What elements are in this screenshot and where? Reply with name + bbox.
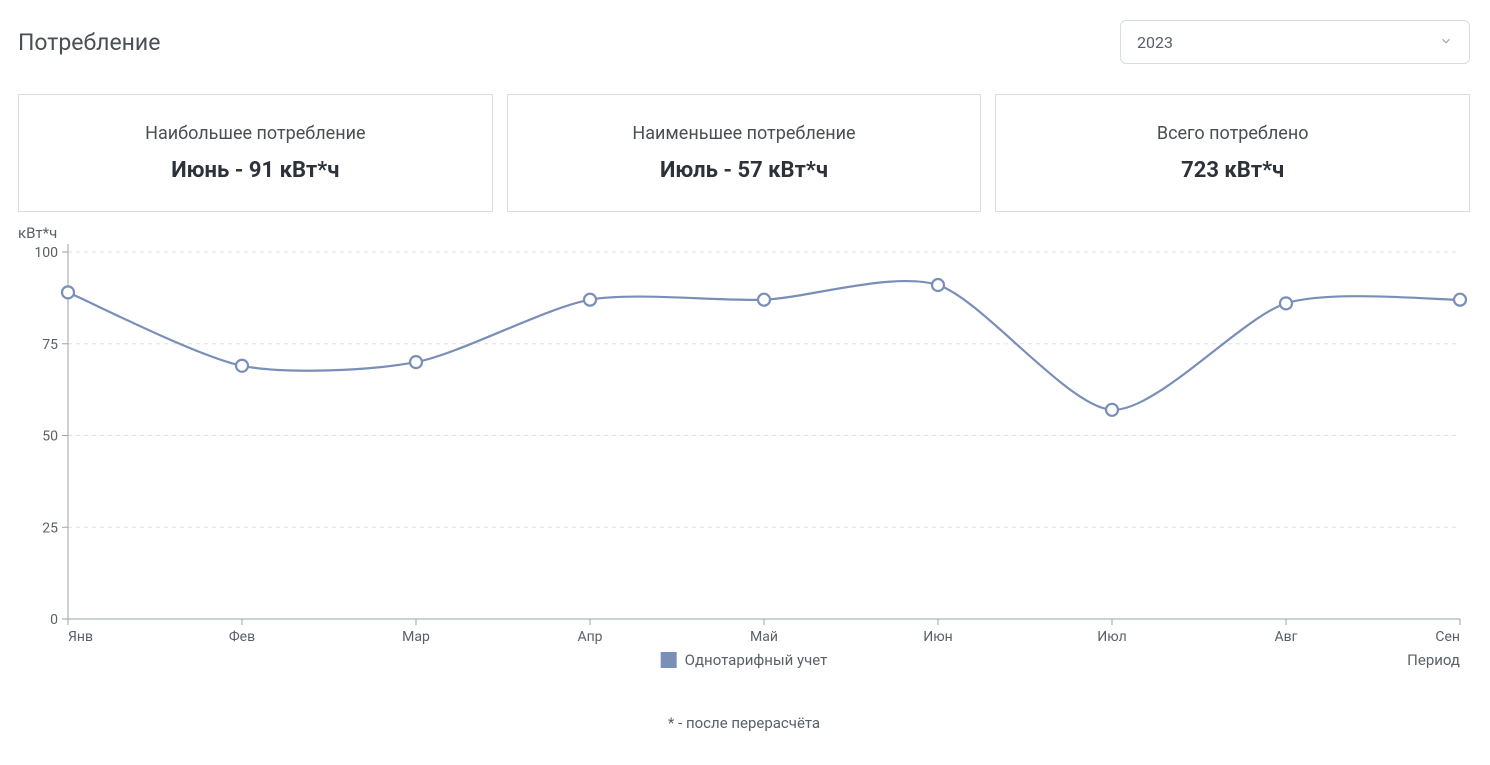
svg-text:Фев: Фев [229, 629, 255, 645]
card-value: Июнь - 91 кВт*ч [171, 158, 339, 183]
svg-text:Апр: Апр [577, 629, 602, 645]
y-axis-unit: кВт*ч [18, 224, 1470, 242]
legend-swatch [661, 652, 677, 668]
svg-text:75: 75 [42, 337, 58, 353]
svg-text:Сен: Сен [1435, 629, 1460, 645]
svg-text:50: 50 [42, 429, 58, 445]
svg-text:25: 25 [42, 520, 58, 536]
card-label: Наименьшее потребление [632, 123, 855, 144]
svg-text:0: 0 [50, 612, 58, 628]
card-total-consumption: Всего потреблено 723 кВт*ч [995, 94, 1470, 212]
card-min-consumption: Наименьшее потребление Июль - 57 кВт*ч [507, 94, 982, 212]
svg-text:Период: Период [1407, 651, 1460, 669]
card-max-consumption: Наибольшее потребление Июнь - 91 кВт*ч [18, 94, 493, 212]
card-label: Наибольшее потребление [145, 123, 365, 144]
chart-footnote: * - после перерасчёта [18, 714, 1470, 732]
legend-label: Однотарифный учет [685, 651, 828, 669]
svg-text:Мар: Мар [402, 629, 430, 645]
year-select[interactable]: 2023 [1120, 20, 1470, 64]
card-value: 723 кВт*ч [1181, 158, 1284, 183]
svg-text:Июн: Июн [923, 629, 953, 645]
svg-text:Июл: Июл [1097, 629, 1126, 645]
chart-legend: Однотарифный учет [661, 651, 828, 669]
svg-text:Янв: Янв [68, 629, 93, 645]
card-value: Июль - 57 кВт*ч [660, 158, 828, 183]
svg-text:100: 100 [34, 245, 58, 261]
year-select-value: 2023 [1137, 33, 1173, 52]
page-title: Потребление [18, 29, 160, 56]
card-label: Всего потреблено [1157, 123, 1309, 144]
consumption-chart: 0 25 50 75 100 Янв Фев Мар Апр Май Июн Июл Авг Сен Пер… [18, 244, 1470, 704]
chevron-down-icon [1439, 33, 1453, 52]
svg-text:Авг: Авг [1274, 629, 1297, 645]
svg-text:Май: Май [750, 629, 778, 645]
chart-svg: 0 25 50 75 100 Янв Фев Мар Апр Май Июн Июл Авг Сен Пер… [18, 244, 1470, 704]
